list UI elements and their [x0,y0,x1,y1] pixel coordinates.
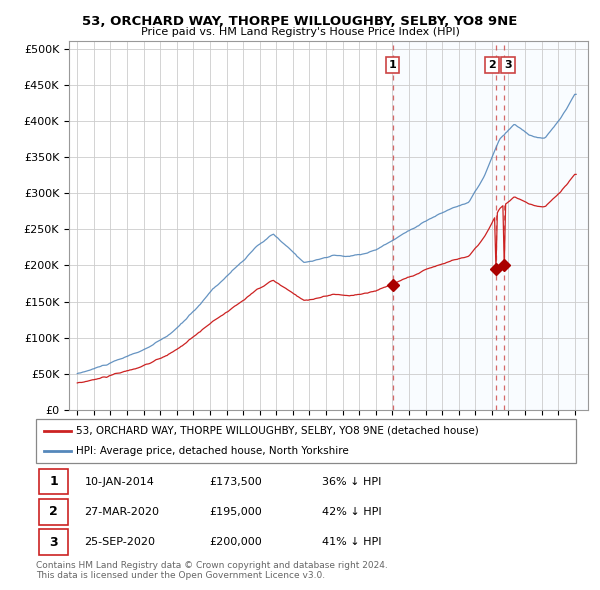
Text: 3: 3 [504,60,512,70]
Text: 42% ↓ HPI: 42% ↓ HPI [322,507,382,517]
Bar [393,41,588,410]
Text: Contains HM Land Registry data © Crown copyright and database right 2024.: Contains HM Land Registry data © Crown c… [36,560,388,569]
Text: 27-MAR-2020: 27-MAR-2020 [85,507,160,517]
Text: 53, ORCHARD WAY, THORPE WILLOUGHBY, SELBY, YO8 9NE: 53, ORCHARD WAY, THORPE WILLOUGHBY, SELB… [82,15,518,28]
FancyBboxPatch shape [39,469,68,494]
Text: 2: 2 [49,505,58,519]
Text: 3: 3 [49,536,58,549]
Text: 36% ↓ HPI: 36% ↓ HPI [322,477,382,487]
Text: 25-SEP-2020: 25-SEP-2020 [85,537,155,547]
FancyBboxPatch shape [39,529,68,555]
Text: 10-JAN-2014: 10-JAN-2014 [85,477,154,487]
Text: HPI: Average price, detached house, North Yorkshire: HPI: Average price, detached house, Nort… [77,446,349,456]
Text: 1: 1 [49,475,58,488]
Text: £173,500: £173,500 [209,477,262,487]
FancyBboxPatch shape [39,499,68,525]
FancyBboxPatch shape [36,419,576,463]
Text: 41% ↓ HPI: 41% ↓ HPI [322,537,382,547]
Text: £200,000: £200,000 [209,537,262,547]
Text: 53, ORCHARD WAY, THORPE WILLOUGHBY, SELBY, YO8 9NE (detached house): 53, ORCHARD WAY, THORPE WILLOUGHBY, SELB… [77,426,479,436]
Text: This data is licensed under the Open Government Licence v3.0.: This data is licensed under the Open Gov… [36,571,325,580]
Text: Price paid vs. HM Land Registry's House Price Index (HPI): Price paid vs. HM Land Registry's House … [140,27,460,37]
Text: 2: 2 [488,60,496,70]
Text: 1: 1 [389,60,397,70]
Text: £195,000: £195,000 [209,507,262,517]
